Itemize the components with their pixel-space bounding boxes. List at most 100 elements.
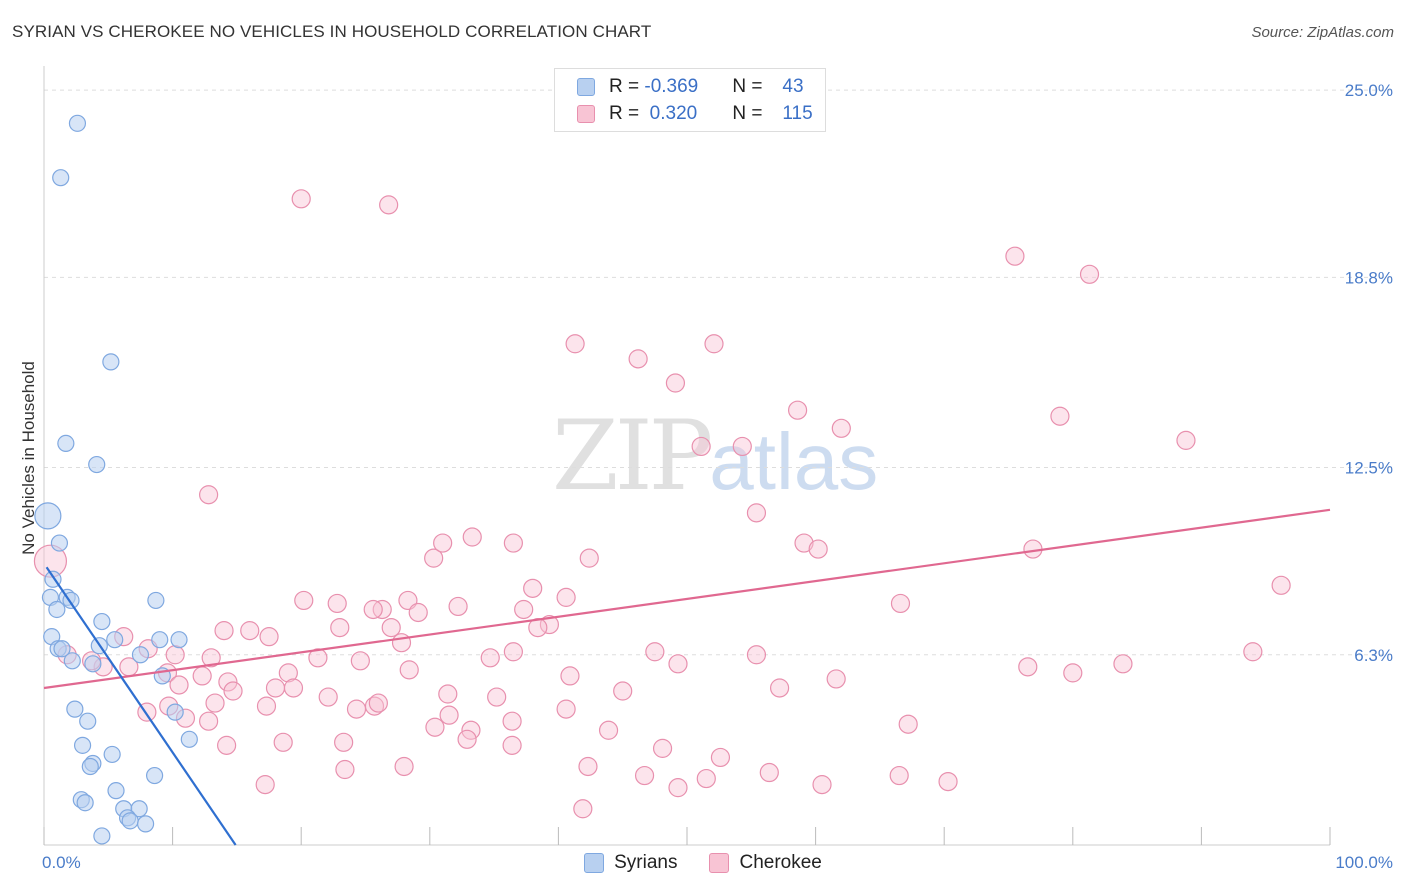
cherokee-point — [808, 539, 828, 559]
syrians-point — [145, 766, 164, 785]
cherokee-point — [890, 593, 911, 614]
cherokee-point — [898, 714, 918, 734]
cherokee-point — [1176, 430, 1196, 450]
cherokee-point — [812, 775, 832, 795]
syrians-swatch — [577, 78, 595, 96]
cherokee-point — [668, 654, 688, 674]
syrians-point — [73, 736, 92, 754]
cherokee-point — [696, 768, 716, 789]
legend-n-label: N = — [732, 76, 768, 97]
chart-title: SYRIAN VS CHEROKEE NO VEHICLES IN HOUSEH… — [12, 22, 652, 41]
cherokee-point — [330, 617, 350, 638]
axis-labels: 6.3% 12.5% 18.8% 25.0% 0.0% 100.0% No Vehicles… — [19, 81, 1393, 872]
cherokee-point — [710, 747, 731, 768]
syrians-point — [88, 455, 106, 474]
y-axis-label: No Vehicles in Household — [19, 361, 38, 555]
cherokee-point — [438, 684, 458, 704]
cherokee-point — [1079, 264, 1100, 284]
syrians-point — [76, 794, 94, 812]
cherokee-point — [448, 596, 468, 617]
cherokee-point — [346, 699, 367, 719]
y-tick-label: 25.0% — [1345, 81, 1393, 100]
legend-item-cherokee: Cherokee — [709, 852, 822, 874]
cherokee-point — [408, 602, 428, 623]
syrians-point — [66, 700, 84, 718]
cherokee-point — [578, 756, 598, 777]
cherokee-point — [769, 678, 790, 698]
cherokee-point — [192, 666, 212, 686]
syrians-point — [93, 612, 111, 631]
cherokee-point — [573, 799, 593, 819]
y-tick-label: 6.3% — [1354, 646, 1393, 665]
syrians-point — [34, 502, 62, 530]
cherokee-legend-swatch — [709, 853, 730, 873]
syrians-point — [48, 600, 66, 619]
cherokee-point — [433, 533, 453, 553]
cherokee-point — [1113, 654, 1133, 674]
legend-row-cherokee: R = 0.320 N = 115 — [577, 102, 813, 126]
legend-label-syrians: Syrians — [614, 852, 678, 873]
syrians-trend-line — [45, 566, 237, 846]
legend-r-label: R = — [609, 76, 645, 97]
cherokee-point — [381, 617, 401, 638]
syrians-point — [147, 591, 165, 610]
syrians-point — [63, 652, 81, 670]
legend-n-value: 115 — [782, 103, 813, 124]
syrians-point — [103, 745, 121, 764]
cherokee-point — [327, 593, 347, 614]
syrians-point — [170, 631, 188, 649]
syrians-point — [50, 534, 69, 552]
cherokee-point — [169, 675, 189, 695]
cherokee-point — [240, 621, 260, 641]
cherokee-point — [283, 678, 304, 698]
cherokee-point — [523, 578, 543, 598]
cherokee-point — [598, 720, 619, 740]
cherokee-point — [256, 696, 277, 716]
cherokee-point — [165, 645, 185, 665]
cherokee-point — [334, 732, 354, 752]
cherokee-points — [33, 189, 1291, 819]
cherokee-point — [831, 418, 851, 438]
syrians-point — [102, 353, 120, 371]
cherokee-point — [1063, 663, 1083, 683]
cherokee-point — [502, 735, 522, 755]
cherokee-point — [826, 669, 846, 689]
cherokee-point — [199, 711, 219, 731]
cherokee-point — [363, 599, 383, 620]
syrians-point — [84, 655, 102, 673]
cherokee-point — [259, 627, 279, 647]
legend-label-cherokee: Cherokee — [739, 852, 822, 873]
watermark-zip: ZIP — [552, 400, 713, 512]
cherokee-point — [368, 693, 388, 713]
cherokee-trend-line — [43, 508, 1331, 690]
cherokee-point — [794, 533, 814, 553]
cherokee-point — [223, 681, 243, 701]
syrians-point — [131, 646, 150, 664]
syrians-point — [151, 631, 169, 649]
cherokee-point — [560, 666, 580, 686]
syrians-point — [53, 640, 71, 658]
syrians-points — [34, 114, 198, 845]
cherokee-point — [668, 778, 688, 798]
cherokee-point — [556, 699, 576, 719]
cherokee-point — [487, 687, 507, 707]
cherokee-point — [335, 759, 355, 780]
cherokee-point — [652, 738, 673, 758]
syrians-point — [130, 800, 148, 818]
cherokee-point — [628, 349, 648, 369]
syrians-point — [180, 730, 198, 748]
syrians-legend-swatch — [584, 853, 605, 873]
cherokee-point — [394, 756, 414, 777]
cherokee-point — [201, 648, 221, 668]
cherokee-point — [565, 334, 585, 354]
cherokee-point — [539, 614, 559, 635]
cherokee-point — [391, 633, 412, 653]
cherokee-point — [199, 485, 219, 505]
cherokee-point — [787, 400, 808, 420]
cherokee-point — [613, 681, 633, 701]
cherokee-point — [399, 660, 419, 680]
cherokee-point — [278, 663, 298, 683]
axes — [43, 66, 1331, 846]
source-label: Source: ZipAtlas.com — [1251, 24, 1394, 41]
